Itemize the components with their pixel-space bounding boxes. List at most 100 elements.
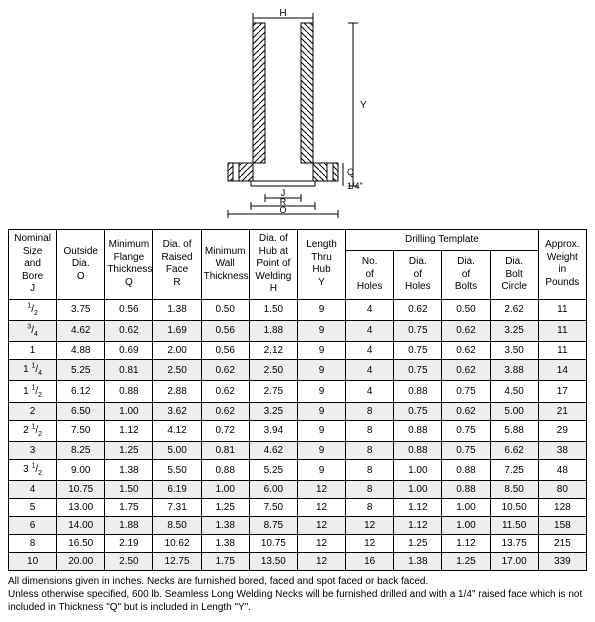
cell: 0.81: [105, 360, 153, 381]
cell: 14: [538, 360, 586, 381]
cell: 0.81: [201, 442, 249, 460]
cell: 1.00: [394, 460, 442, 481]
cell: 215: [538, 535, 586, 553]
col-group-drilling: Drilling Template: [346, 230, 539, 251]
cell: 38: [538, 442, 586, 460]
cell: 158: [538, 517, 586, 535]
cell: 2.12: [249, 342, 297, 360]
cell: 0.69: [105, 342, 153, 360]
cell: 2.88: [153, 381, 201, 402]
cell: 1.88: [105, 517, 153, 535]
table-header: NominalSizeandBoreJ OutsideDia.O Minimum…: [9, 230, 587, 300]
cell: 1.12: [442, 535, 490, 553]
table-body: 1/23.750.561.380.501.50940.620.502.62113…: [9, 299, 587, 571]
cell: 1.00: [201, 481, 249, 499]
cell: 7.31: [153, 499, 201, 517]
cell: 6.62: [490, 442, 538, 460]
cell: 0.62: [442, 320, 490, 341]
cell: 0.75: [442, 442, 490, 460]
cell: 0.50: [442, 299, 490, 320]
cell: 3.62: [153, 402, 201, 420]
cell: 1 1/2: [9, 381, 57, 402]
cell: 8: [346, 481, 394, 499]
cell: 8: [346, 402, 394, 420]
cell: 8: [346, 499, 394, 517]
cell: 4: [346, 360, 394, 381]
cell: 4.62: [249, 442, 297, 460]
cell: 3.88: [490, 360, 538, 381]
cell: 8.75: [249, 517, 297, 535]
table-row: 1 1/26.120.882.880.622.75940.880.754.501…: [9, 381, 587, 402]
cell: 1.38: [201, 535, 249, 553]
cell: 1.00: [394, 481, 442, 499]
cell: 8: [346, 442, 394, 460]
cell: 9: [297, 342, 345, 360]
col-holes-dia: Dia.ofHoles: [394, 251, 442, 299]
cell: 20.00: [57, 553, 105, 571]
col-h: Dia. ofHub atPoint ofWeldingH: [249, 230, 297, 300]
cell: 1/2: [9, 299, 57, 320]
cell: 9.00: [57, 460, 105, 481]
col-holes-no: No.ofHoles: [346, 251, 394, 299]
cell: 0.62: [201, 381, 249, 402]
cell: 8.50: [490, 481, 538, 499]
table-row: 614.001.888.501.388.7512121.121.0011.501…: [9, 517, 587, 535]
cell: 9: [297, 402, 345, 420]
cell: 1: [9, 342, 57, 360]
cell: 0.62: [201, 402, 249, 420]
col-j: NominalSizeandBoreJ: [9, 230, 57, 300]
cell: 4: [346, 342, 394, 360]
cell: 1.38: [394, 553, 442, 571]
cell: 0.50: [201, 299, 249, 320]
flange-svg: H Y Q 1/4" J R O: [193, 8, 403, 218]
cell: 4: [346, 320, 394, 341]
cell: 48: [538, 460, 586, 481]
table-row: 38.251.255.000.814.62980.880.756.6238: [9, 442, 587, 460]
cell: 1.50: [105, 481, 153, 499]
cell: 8.50: [153, 517, 201, 535]
cell: 3.25: [490, 320, 538, 341]
table-row: 1/23.750.561.380.501.50940.620.502.6211: [9, 299, 587, 320]
cell: 5: [9, 499, 57, 517]
label-quarter: 1/4": [347, 181, 363, 191]
cell: 3 1/2: [9, 460, 57, 481]
cell: 3.75: [57, 299, 105, 320]
cell: 4: [9, 481, 57, 499]
cell: 1.12: [394, 499, 442, 517]
col-weight: Approx.WeightinPounds: [538, 230, 586, 300]
cell: 17: [538, 381, 586, 402]
cell: 1.69: [153, 320, 201, 341]
cell: 6.12: [57, 381, 105, 402]
cell: 29: [538, 420, 586, 441]
table-row: 816.502.1910.621.3810.7512121.251.1213.7…: [9, 535, 587, 553]
cell: 1.00: [105, 402, 153, 420]
cell: 339: [538, 553, 586, 571]
cell: 16: [346, 553, 394, 571]
cell: 6.50: [57, 402, 105, 420]
cell: 4: [346, 299, 394, 320]
label-h: H: [279, 8, 286, 19]
cell: 13.00: [57, 499, 105, 517]
cell: 1.88: [249, 320, 297, 341]
label-q: Q: [347, 167, 354, 177]
cell: 12.75: [153, 553, 201, 571]
table-row: 3/44.620.621.690.561.88940.750.623.2511: [9, 320, 587, 341]
cell: 0.75: [442, 381, 490, 402]
cell: 0.88: [394, 381, 442, 402]
cell: 0.88: [394, 420, 442, 441]
cell: 5.25: [249, 460, 297, 481]
cell: 8: [346, 460, 394, 481]
cell: 2.50: [249, 360, 297, 381]
cell: 14.00: [57, 517, 105, 535]
cell: 0.88: [442, 460, 490, 481]
cell: 3: [9, 442, 57, 460]
cell: 8.25: [57, 442, 105, 460]
cell: 2 1/2: [9, 420, 57, 441]
cell: 4: [346, 381, 394, 402]
cell: 2.19: [105, 535, 153, 553]
cell: 12: [297, 481, 345, 499]
table-row: 3 1/29.001.385.500.885.25981.000.887.254…: [9, 460, 587, 481]
cell: 0.62: [201, 360, 249, 381]
cell: 3/4: [9, 320, 57, 341]
cell: 2: [9, 402, 57, 420]
